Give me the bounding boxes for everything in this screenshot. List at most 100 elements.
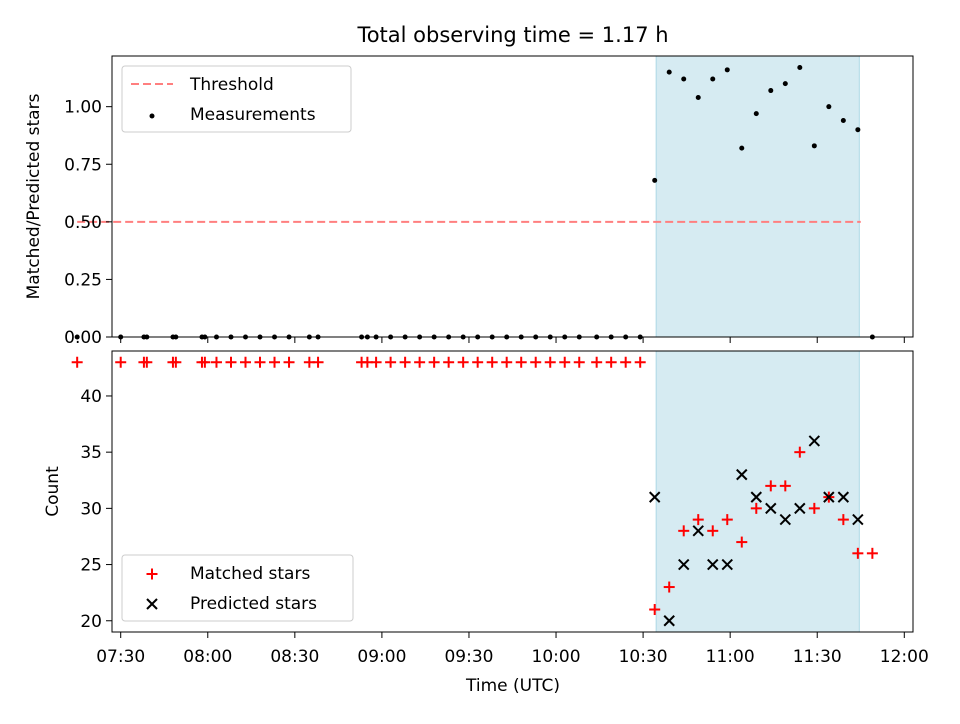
predicted-star-point [663,615,675,627]
predicted-star-point [779,513,792,526]
top-legend: Threshold Measurements [121,65,352,133]
measurement-point [666,69,672,75]
predicted-star-point [794,502,806,515]
measurement-point [797,65,803,71]
bottom-matched-points [71,356,878,616]
top-y-tick-label: 0.25 [64,270,102,290]
bottom-predicted-points [648,435,864,627]
top-panel: 0.00 0.25 0.50 0.75 1.00 Matched/Predicted s… [24,55,914,348]
bottom-y-axis-label: Count [43,466,63,517]
legend-measurements-swatch [149,113,155,119]
measurement-point [782,81,788,87]
bottom-legend: Matched stars Predicted stars [121,554,354,622]
predicted-star-point [852,513,864,526]
matched-star-point [486,356,498,368]
matched-star-point [530,356,542,368]
matched-star-point [620,356,632,368]
predicted-star-point [750,491,762,503]
matched-star-point [573,356,585,368]
measurement-point [681,76,687,82]
bottom-axes-frame [111,350,914,633]
bottom-x-tick-label: 12:00 [880,647,929,667]
predicted-star-point [692,525,704,537]
predicted-star-point [808,435,821,447]
measurement-point [826,104,832,110]
legend-measurements-label: Measurements [190,105,316,125]
matched-star-point [707,525,719,537]
matched-star-point [141,356,153,368]
matched-star-point [199,356,211,368]
top-y-tick-label: 0.50 [64,213,102,233]
top-shaded-span [655,55,860,338]
chart-title: Total observing time = 1.17 h [356,23,668,47]
predicted-star-point [736,468,748,481]
measurement-point [739,145,745,151]
bottom-y-axis: 20 25 30 35 40 [80,387,112,632]
measurement-point [753,111,759,117]
predicted-star-point [648,491,661,503]
legend-threshold-label: Threshold [189,75,274,95]
bottom-x-axis: 07:30 08:00 08:30 09:00 09:30 10:00 10:30 11:00… [96,632,929,667]
matched-star-point [170,356,182,368]
matched-star-point [240,356,251,368]
measurement-point [768,88,774,94]
matched-star-point [837,514,849,526]
bottom-y-tick-label: 25 [80,556,102,576]
bottom-x-tick-label: 10:00 [532,647,581,667]
matched-star-point [736,536,748,548]
matched-star-point [472,356,484,368]
legend-predicted-swatch [146,598,158,610]
measurement-point [652,177,658,183]
predicted-star-point [707,558,719,571]
matched-star-point [866,547,878,559]
matched-star-point [692,514,704,526]
predicted-star-point [721,558,733,571]
matched-star-point [544,356,556,368]
measurement-point [74,334,80,340]
matched-star-point [254,356,266,368]
predicted-star-point [837,491,850,503]
legend-matched-label: Matched stars [190,564,310,584]
matched-star-point [678,525,690,537]
bottom-x-axis-label: Time (UTC) [465,676,560,696]
legend-predicted-label: Predicted stars [190,594,317,614]
bottom-x-tick-label: 09:30 [444,647,493,667]
matched-star-point [283,356,295,368]
matched-star-point [457,356,469,368]
matched-star-point [765,480,777,492]
top-y-tick-label: 0.00 [64,328,102,348]
bottom-x-tick-label: 11:30 [793,647,842,667]
bottom-x-tick-label: 07:30 [96,647,145,667]
top-y-tick-label: 0.75 [64,155,102,175]
predicted-star-point [765,502,777,515]
matched-star-point [210,356,222,368]
matched-star-point [312,356,324,368]
matched-star-point [385,356,397,368]
matched-star-point [559,356,571,368]
bottom-y-tick-label: 30 [80,499,102,519]
matched-star-point [71,356,83,368]
measurement-point [710,76,716,82]
measurement-point [840,117,846,123]
legend-matched-swatch [146,568,158,580]
matched-star-point [750,502,762,514]
top-x-ticks [120,337,905,343]
top-y-axis: 0.00 0.25 0.50 0.75 1.00 [64,98,112,348]
bottom-shaded-span [655,350,860,633]
matched-star-point [808,502,820,514]
matched-star-point [605,356,617,368]
matched-star-point [634,356,646,368]
matched-star-point [591,356,603,368]
matched-star-point [269,356,281,368]
matched-star-point [428,356,440,368]
matched-star-point [852,547,864,559]
top-axes-frame [111,55,914,338]
predicted-star-point [678,558,690,571]
bottom-y-tick-label: 35 [80,443,102,463]
matched-star-point [414,356,426,368]
matched-star-point [370,356,382,368]
bottom-x-tick-label: 09:00 [357,647,406,667]
matched-star-point [501,356,513,368]
bottom-x-tick-label: 10:30 [619,647,668,667]
